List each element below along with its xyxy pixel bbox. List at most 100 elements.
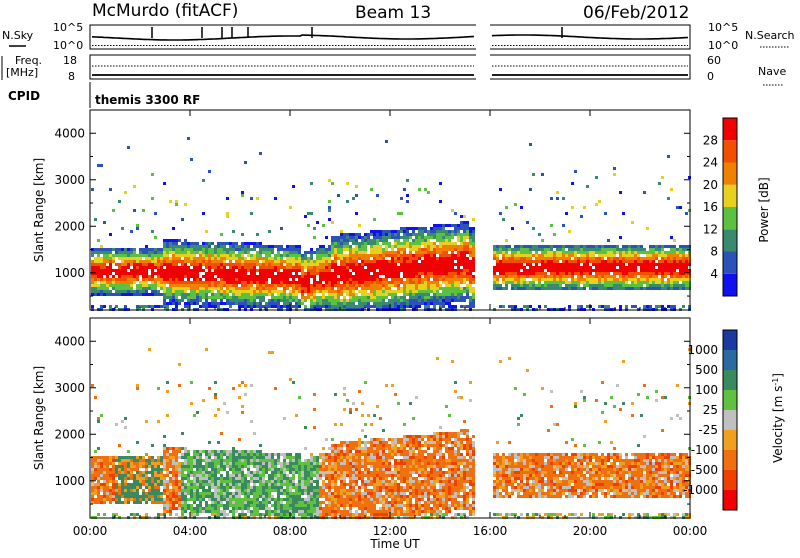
power-cell	[463, 239, 466, 242]
power-cell	[673, 254, 676, 257]
power-cell	[517, 275, 520, 278]
velocity-cell	[181, 447, 184, 450]
power-cell	[205, 257, 208, 260]
power-cell	[394, 299, 397, 302]
power-cell	[427, 260, 430, 263]
power-cell	[352, 302, 355, 305]
velocity-cell	[229, 477, 232, 480]
velocity-cell	[247, 489, 250, 492]
power-cell	[214, 260, 217, 263]
power-cell	[295, 266, 298, 269]
power-cell	[352, 236, 355, 239]
velocity-cell	[250, 474, 253, 477]
power-cell	[367, 305, 370, 308]
power-cell	[562, 266, 565, 269]
power-cell	[391, 263, 394, 266]
power-cell	[577, 260, 580, 263]
power-cell	[310, 275, 313, 278]
power-cell	[265, 257, 268, 260]
power-cell	[406, 269, 409, 272]
power-cell	[436, 245, 439, 248]
power-cell	[439, 230, 442, 233]
velocity-cell	[205, 510, 208, 513]
power-cell	[235, 257, 238, 260]
power-cell	[175, 290, 178, 293]
power-cell	[682, 251, 685, 254]
power-cell	[328, 290, 331, 293]
power-cell	[145, 305, 148, 308]
power-cell	[319, 245, 322, 248]
velocity-cell	[217, 495, 220, 498]
velocity-cell	[151, 459, 154, 462]
power-cell	[655, 248, 658, 251]
power-cell	[403, 227, 406, 230]
power-cell	[403, 251, 406, 254]
power-cell	[136, 260, 139, 263]
power-cell	[574, 272, 577, 275]
power-cell	[343, 242, 346, 245]
power-cell	[352, 197, 355, 200]
power-cell	[358, 299, 361, 302]
power-cell	[205, 296, 208, 299]
velocity-cell	[148, 480, 151, 483]
power-cell	[196, 299, 199, 302]
power-cell	[307, 257, 310, 260]
velocity-cell	[91, 495, 94, 498]
power-cell	[244, 275, 247, 278]
velocity-cell	[178, 498, 181, 501]
velocity-cell	[130, 465, 133, 468]
power-cell	[547, 260, 550, 263]
power-cell	[550, 197, 553, 200]
power-cell	[217, 290, 220, 293]
velocity-cell	[97, 483, 100, 486]
power-cell	[511, 284, 514, 287]
power-cell	[217, 263, 220, 266]
power-cell	[445, 245, 448, 248]
power-cell	[406, 305, 409, 308]
power-cell	[403, 302, 406, 305]
velocity-cell	[226, 453, 229, 456]
power-cell	[676, 275, 679, 278]
power-cell	[214, 296, 217, 299]
power-cell	[193, 248, 196, 251]
velocity-cell	[94, 492, 97, 495]
power-cell	[580, 215, 583, 218]
power-cell	[154, 260, 157, 263]
velocity-cell	[103, 498, 106, 501]
power-cell	[544, 260, 547, 263]
power-cell	[343, 305, 346, 308]
power-cell	[325, 248, 328, 251]
power-cell	[325, 263, 328, 266]
power-cell	[418, 230, 421, 233]
power-cell	[628, 263, 631, 266]
power-cell	[463, 260, 466, 263]
velocity-cell	[133, 513, 136, 516]
power-cell	[547, 284, 550, 287]
power-cell	[382, 260, 385, 263]
power-cell	[535, 257, 538, 260]
power-cell	[451, 281, 454, 284]
power-cell	[277, 263, 280, 266]
velocity-cell	[250, 471, 253, 474]
velocity-cell	[91, 492, 94, 495]
power-cell	[109, 248, 112, 251]
velocity-cell	[163, 465, 166, 468]
power-cell	[427, 233, 430, 236]
power-cell	[457, 227, 460, 230]
power-cell	[496, 275, 499, 278]
power-cell	[295, 284, 298, 287]
power-cell	[586, 269, 589, 272]
power-cell	[523, 281, 526, 284]
power-cell	[202, 284, 205, 287]
velocity-cell	[226, 513, 229, 516]
power-cell	[205, 242, 208, 245]
velocity-cell	[136, 456, 139, 459]
power-cell	[190, 281, 193, 284]
power-cell	[286, 296, 289, 299]
power-cell	[250, 278, 253, 281]
power-cell	[661, 260, 664, 263]
velocity-cell	[127, 450, 130, 453]
velocity-cell	[241, 411, 244, 414]
power-cell	[301, 299, 304, 302]
power-cell	[199, 290, 202, 293]
